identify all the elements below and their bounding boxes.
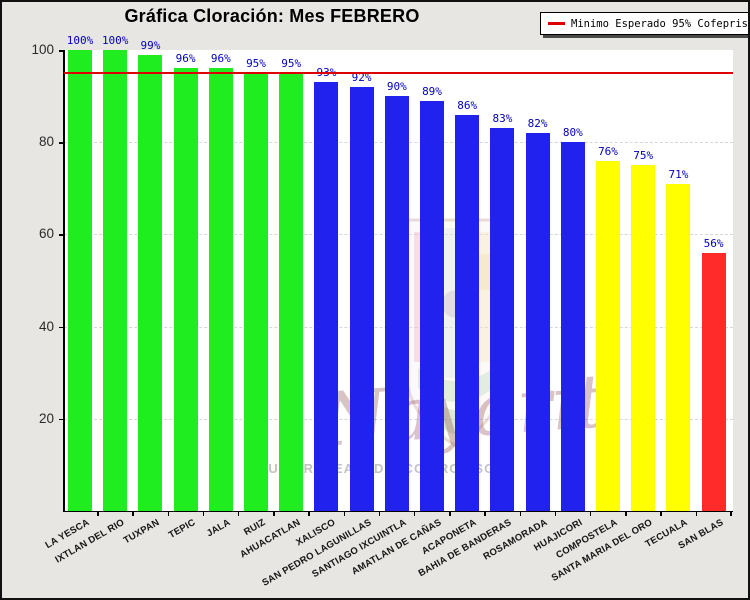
x-tick	[625, 512, 627, 516]
watermark-fragment: EA	[333, 461, 355, 476]
x-tick	[589, 512, 592, 516]
bar	[490, 128, 515, 511]
bar-value-label: 95%	[246, 57, 266, 71]
bar-value-label: 89%	[422, 84, 442, 98]
bar	[560, 142, 585, 511]
bar-value-label: 96%	[210, 52, 231, 66]
bar	[525, 132, 550, 511]
bar	[173, 68, 198, 511]
legend-box: Minimo Esperado 95% Cofepris	[540, 12, 749, 35]
bar-value-label: 99%	[140, 38, 161, 52]
bar	[631, 165, 656, 511]
bar	[666, 183, 691, 511]
x-tick	[484, 512, 486, 516]
bar-value-label: 92%	[351, 70, 372, 84]
bar-value-label: 83%	[492, 112, 513, 126]
x-tick	[273, 512, 275, 516]
y-tick-label: 80	[38, 134, 54, 150]
x-tick	[695, 512, 697, 516]
x-tick	[237, 512, 240, 516]
bar	[455, 114, 480, 511]
x-axis-line	[63, 510, 733, 512]
watermark-fragment: SO	[474, 461, 496, 476]
bar-value-label: 82%	[527, 116, 548, 130]
bar	[314, 82, 339, 511]
bar	[103, 50, 128, 511]
bar	[596, 160, 620, 511]
x-tick	[97, 512, 99, 516]
bar	[349, 86, 374, 511]
y-tick-label: 40	[38, 318, 54, 334]
x-tick	[202, 512, 205, 516]
x-tick	[308, 512, 310, 516]
bar-value-label: 100%	[66, 34, 94, 47]
y-tick	[59, 326, 64, 329]
y-tick-label: 100	[31, 42, 54, 57]
bar	[279, 73, 304, 511]
x-tick	[730, 512, 732, 516]
x-tick	[413, 512, 416, 516]
bar-value-label: 100%	[101, 34, 129, 47]
bar-value-label: 75%	[633, 149, 654, 163]
bar	[244, 73, 268, 511]
y-tick	[59, 50, 64, 52]
y-tick	[59, 418, 64, 421]
bar-value-label: 80%	[562, 126, 583, 140]
bar	[68, 50, 92, 511]
legend-label: Minimo Esperado 95% Cofepris	[571, 17, 749, 30]
x-axis-label: TUXPAN	[122, 517, 162, 547]
x-tick	[167, 512, 169, 516]
y-tick	[59, 234, 64, 236]
bar-value-label: 76%	[598, 144, 618, 158]
y-tick-label: 60	[38, 226, 54, 242]
legend-line-sample	[548, 22, 565, 25]
chart-title: Gráfica Cloración: Mes FEBRERO	[124, 6, 420, 26]
bar-value-label: 71%	[668, 167, 689, 181]
plot-area: Nayarit 100%100%99%96%96%95%95%93%92%90%…	[64, 34, 733, 511]
bar-value-label: 56%	[703, 236, 724, 250]
watermark-fragment: D	[373, 461, 385, 476]
y-axis-line	[63, 50, 65, 512]
bar	[208, 68, 233, 511]
bar-value-label: 86%	[457, 98, 478, 112]
bar	[420, 100, 444, 511]
x-tick	[378, 512, 381, 516]
bar-value-label: 96%	[175, 52, 196, 66]
x-tick	[660, 512, 662, 516]
bar	[384, 96, 409, 511]
x-axis-label: TEPIC	[166, 517, 198, 542]
y-tick	[59, 142, 64, 144]
bar	[138, 54, 163, 511]
x-tick	[343, 512, 345, 516]
x-tick	[519, 512, 521, 516]
x-axis-label: JALA	[204, 517, 233, 540]
bar-value-label: 90%	[386, 80, 407, 94]
y-tick-label: 20	[38, 410, 54, 426]
bar-value-label: 95%	[281, 57, 302, 71]
watermark-fragment: R	[303, 461, 314, 476]
threshold-line	[64, 72, 733, 74]
watermark-fragment: U	[268, 461, 279, 476]
x-tick	[449, 512, 451, 516]
bar	[701, 252, 726, 511]
x-tick	[132, 512, 134, 516]
x-tick	[554, 512, 557, 516]
